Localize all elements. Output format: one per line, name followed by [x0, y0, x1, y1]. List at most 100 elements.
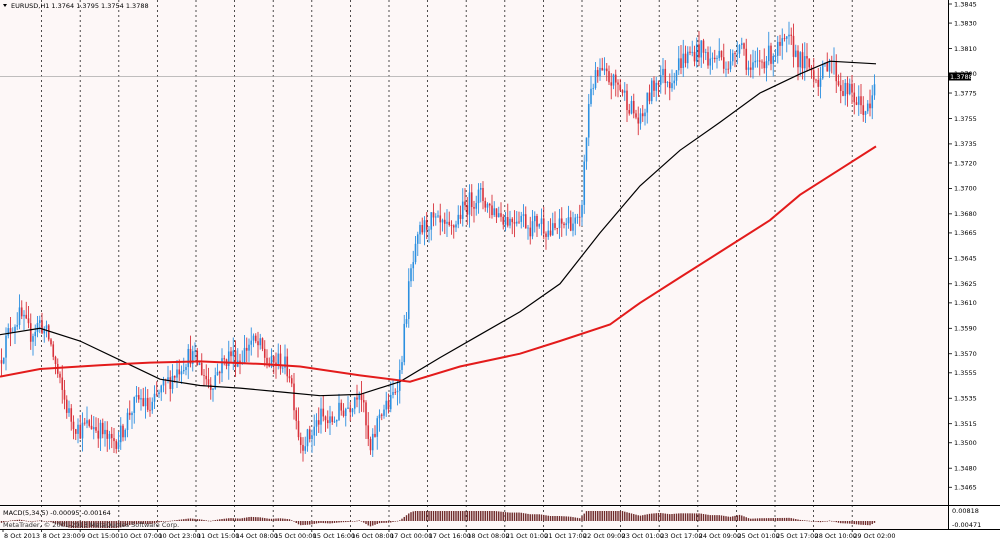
- macd-bar: [95, 521, 97, 528]
- candle-body: [547, 230, 550, 237]
- macd-bar: [131, 521, 133, 525]
- x-tick-label: 8 Oct 23:00: [43, 532, 81, 540]
- candle-body: [837, 81, 840, 86]
- macd-bar: [633, 514, 635, 521]
- y-tick-label: 1.3480: [954, 465, 977, 473]
- macd-bar: [585, 511, 588, 521]
- candle-body: [770, 45, 772, 64]
- candle-body: [680, 58, 682, 68]
- macd-bar: [428, 511, 430, 521]
- macd-histogram: [0, 511, 876, 528]
- x-tick-label: 24 Oct 09:00: [699, 532, 741, 540]
- macd-bar: [306, 521, 309, 525]
- macd-bar: [383, 521, 385, 523]
- candle-body: [403, 323, 406, 363]
- time-axis: 8 Oct 2013 8 Oct 23:00 9 Oct 15:00 10 Oct 0…: [2, 529, 896, 540]
- macd-bar: [729, 516, 732, 521]
- candle-body: [538, 224, 541, 227]
- macd-bar: [601, 511, 603, 521]
- macd-bar: [612, 511, 615, 521]
- candle-body: [360, 394, 363, 401]
- candle-body: [437, 215, 439, 217]
- candle-body: [351, 408, 354, 413]
- macd-bar: [792, 518, 795, 521]
- candle-body: [839, 85, 842, 92]
- candle-body: [425, 220, 428, 230]
- candle-body: [189, 348, 192, 364]
- macd-bar: [234, 518, 237, 521]
- macd-bar: [153, 521, 156, 524]
- candle-body: [259, 338, 262, 346]
- x-tick-label: 17 Oct 16:00: [429, 532, 471, 540]
- macd-bar: [156, 521, 158, 523]
- candle-body: [149, 409, 151, 411]
- macd-bar: [801, 520, 804, 521]
- macd-bar: [448, 511, 450, 521]
- macd-bar: [718, 515, 720, 521]
- candle-body: [54, 356, 57, 364]
- candle-body: [581, 204, 583, 218]
- candle-body: [648, 92, 651, 102]
- macd-bar: [630, 513, 633, 521]
- symbol-header: EURUSD,H1 1.3764 1.3795 1.3754 1.3788: [3, 2, 149, 10]
- macd-bar: [79, 521, 81, 528]
- candle-body: [653, 80, 655, 91]
- macd-bar: [169, 520, 171, 522]
- candle-body: [441, 219, 444, 223]
- macd-bar: [50, 521, 52, 523]
- macd-bar: [617, 511, 619, 521]
- macd-bar: [228, 518, 230, 521]
- main-chart-area[interactable]: [0, 0, 948, 505]
- macd-bar: [178, 519, 180, 521]
- macd-bar: [702, 514, 705, 521]
- macd-bar: [426, 511, 428, 521]
- macd-bar: [455, 511, 457, 521]
- candle-body: [414, 243, 417, 263]
- candle-body: [63, 389, 66, 400]
- candle-body: [871, 95, 874, 109]
- y-tick-label: 1.3625: [954, 280, 977, 288]
- candle-body: [434, 216, 437, 218]
- macd-bar: [824, 521, 826, 522]
- macd-bar: [871, 521, 873, 525]
- macd-bar: [444, 511, 446, 521]
- macd-bar: [417, 511, 419, 521]
- macd-bar: [88, 521, 90, 528]
- candle-body: [230, 351, 232, 357]
- candle-body: [866, 103, 869, 112]
- macd-bar: [772, 518, 774, 521]
- candle-body: [774, 55, 777, 57]
- macd-bar: [770, 518, 772, 521]
- candle-body: [641, 113, 644, 117]
- candle-body: [421, 224, 424, 233]
- macd-bar: [104, 521, 106, 528]
- macd-bar: [286, 518, 288, 521]
- macd-bar: [243, 517, 246, 521]
- macd-bar: [493, 511, 495, 521]
- macd-bar: [394, 521, 396, 522]
- macd-bar: [747, 518, 750, 521]
- candle-body: [464, 201, 466, 206]
- macd-bar: [727, 516, 729, 521]
- candle-body: [277, 353, 280, 366]
- candle-body: [740, 43, 743, 46]
- candle-body: [502, 216, 505, 225]
- macd-bar: [511, 512, 513, 521]
- candle-body: [873, 84, 876, 96]
- candle-body: [146, 397, 149, 410]
- candle-body: [410, 268, 412, 282]
- macd-bar: [259, 517, 261, 521]
- macd-bar: [669, 514, 671, 521]
- candle-body: [574, 217, 577, 224]
- dropdown-arrow-icon[interactable]: [3, 4, 7, 7]
- candle-body: [857, 96, 860, 105]
- candle-body: [729, 61, 732, 70]
- macd-bar: [759, 518, 761, 521]
- candle-body: [860, 96, 862, 106]
- macd-bar: [7, 521, 9, 522]
- candle-body: [428, 229, 430, 231]
- candle-body: [41, 320, 43, 334]
- candle-body: [281, 367, 284, 369]
- macd-bar: [817, 521, 819, 523]
